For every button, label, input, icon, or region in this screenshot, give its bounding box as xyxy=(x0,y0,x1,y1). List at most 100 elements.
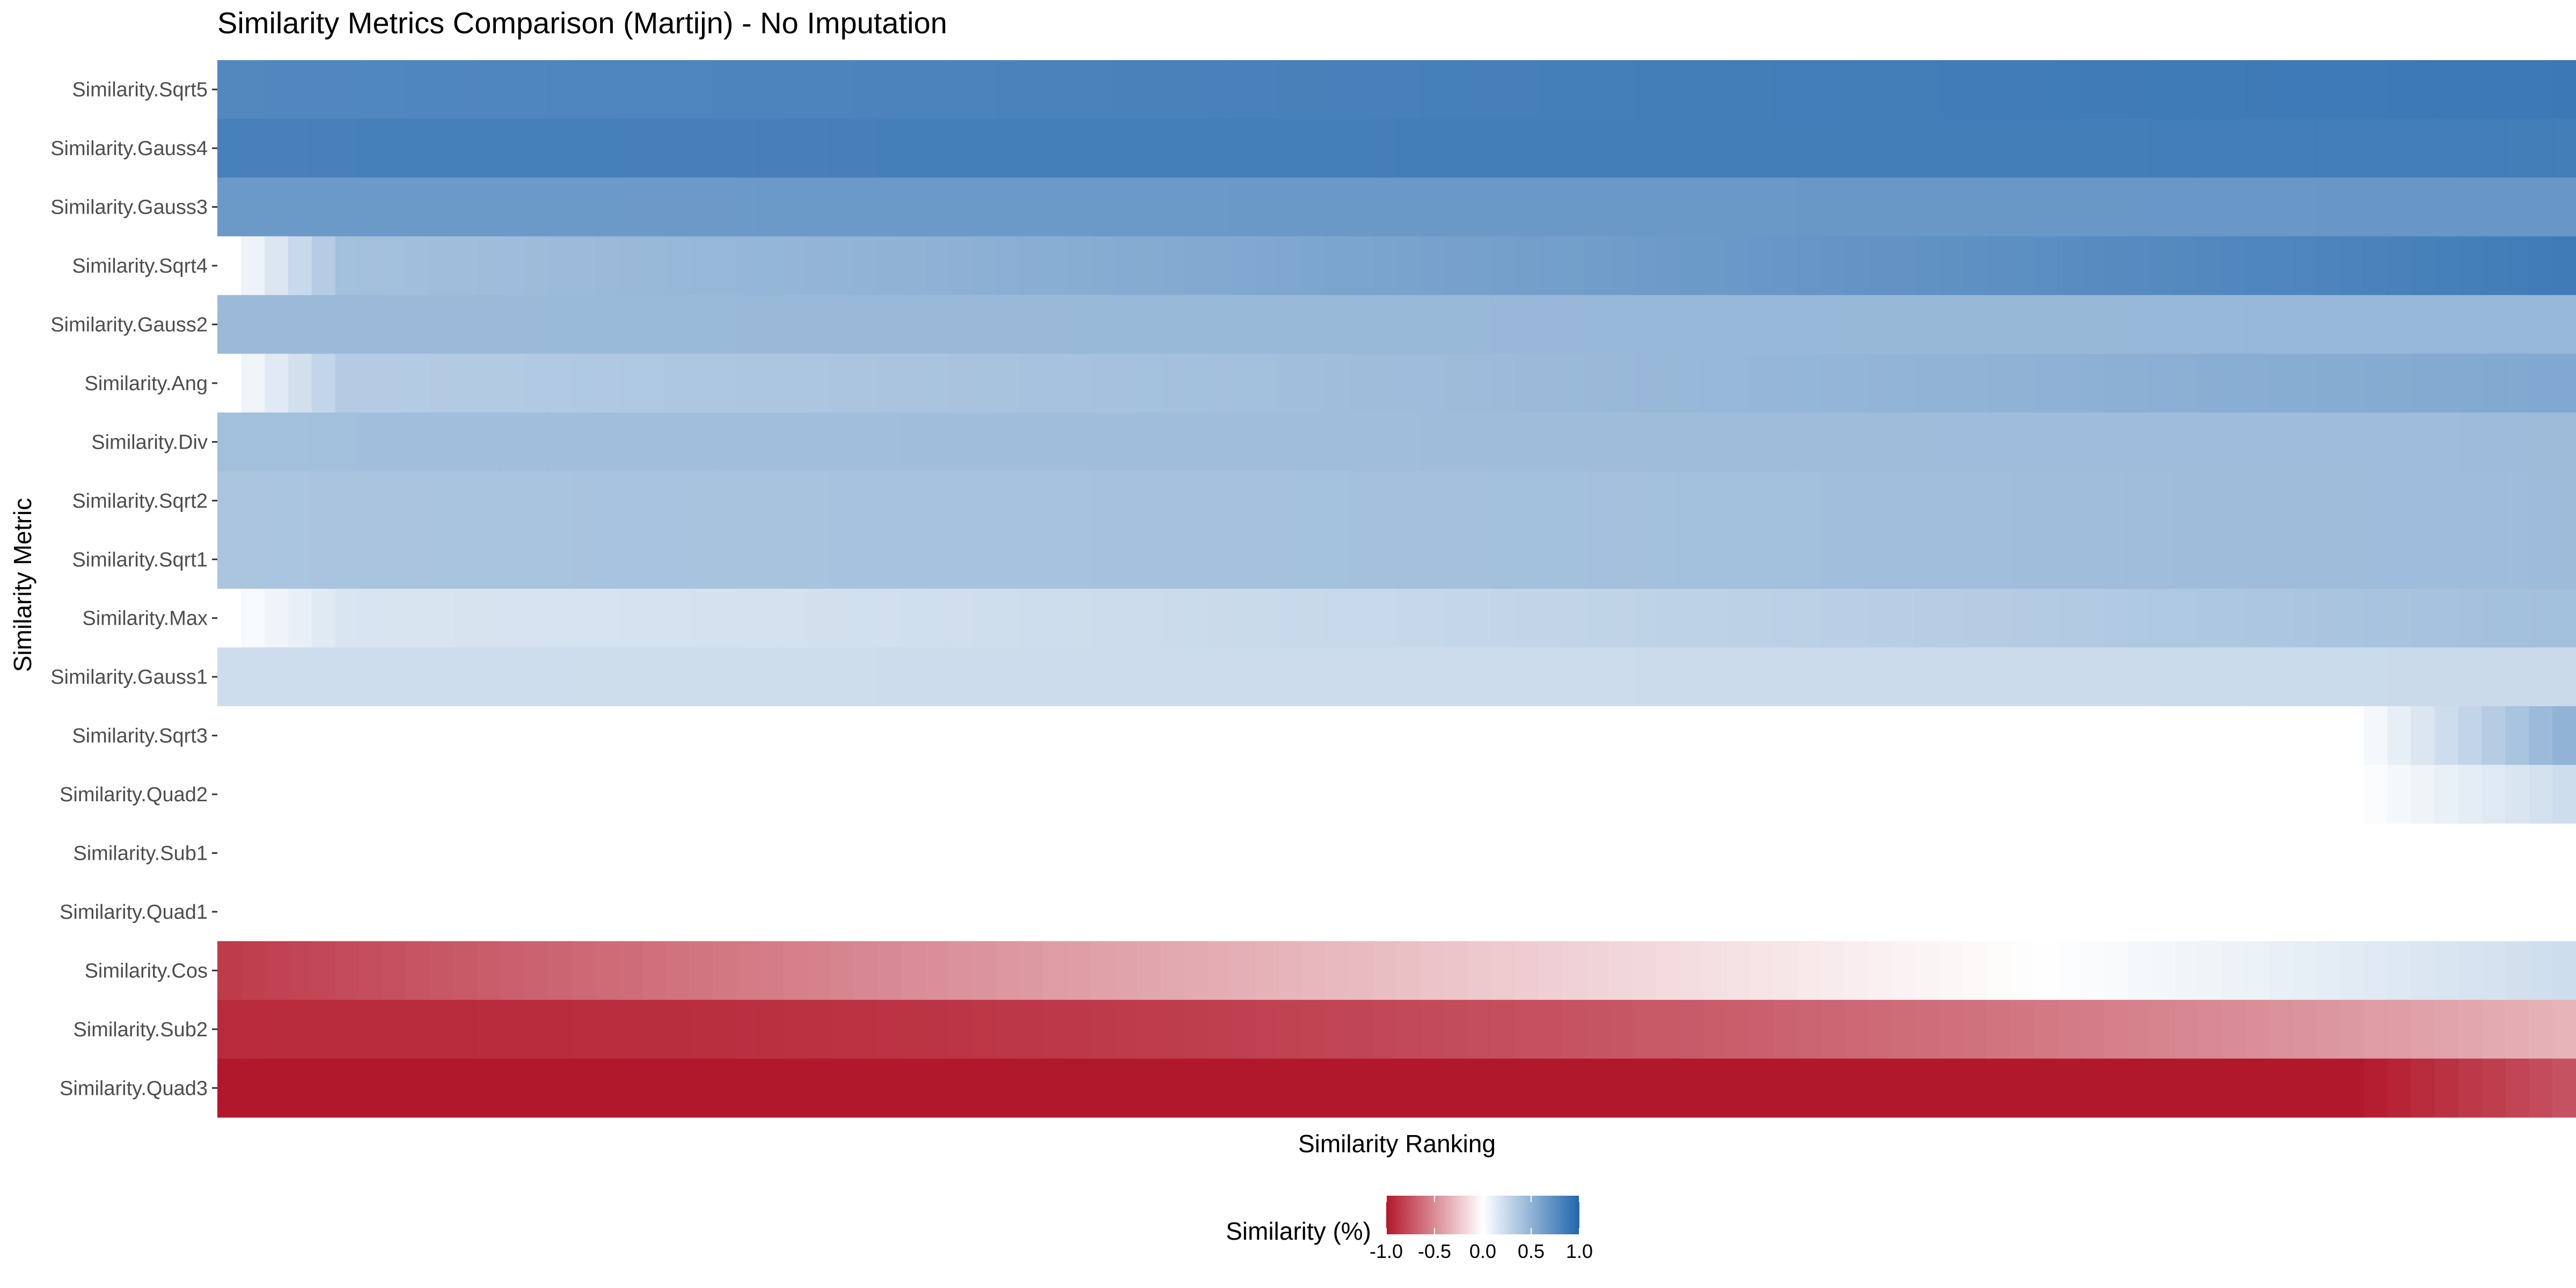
heatmap-cell xyxy=(524,1000,548,1059)
chart-title: Similarity Metrics Comparison (Martijn) … xyxy=(217,6,947,40)
heatmap-cell xyxy=(477,941,501,1000)
heatmap-cell xyxy=(2434,471,2459,531)
heatmap-cell xyxy=(1444,941,1468,1000)
heatmap-cell xyxy=(2057,60,2081,119)
heatmap-cell xyxy=(429,530,454,589)
heatmap-cell xyxy=(1538,1058,1562,1118)
heatmap-cell xyxy=(2245,706,2270,765)
heatmap-cell xyxy=(854,823,879,883)
heatmap-cell xyxy=(1373,412,1397,472)
heatmap-cell xyxy=(429,354,454,413)
heatmap-cell xyxy=(618,882,642,942)
heatmap-cell xyxy=(2033,119,2058,178)
heatmap-cell xyxy=(2505,295,2529,354)
heatmap-cell xyxy=(1939,119,1964,178)
heatmap-cell xyxy=(689,236,713,296)
heatmap-cell xyxy=(2033,471,2058,531)
heatmap-cell xyxy=(877,354,902,413)
x-axis-title: Similarity Ranking xyxy=(1298,1130,1496,1158)
heatmap-cell xyxy=(1538,412,1562,472)
heatmap-cell xyxy=(2316,823,2341,883)
heatmap-cell xyxy=(2010,765,2034,824)
heatmap-cell xyxy=(1491,589,1516,648)
heatmap-cell xyxy=(2245,354,2270,413)
heatmap-cell xyxy=(1656,1000,1680,1059)
heatmap-cell xyxy=(2363,177,2388,237)
heatmap-cell xyxy=(1373,177,1397,237)
heatmap-cell xyxy=(1939,177,1964,237)
heatmap-cell xyxy=(2552,589,2576,648)
heatmap-cell xyxy=(311,941,336,1000)
heatmap-cell xyxy=(1326,295,1350,354)
heatmap-cell xyxy=(1231,236,1256,296)
heatmap-cell xyxy=(1326,706,1350,765)
heatmap-cell xyxy=(1184,60,1209,119)
heatmap-cell xyxy=(524,354,548,413)
heatmap-cell xyxy=(547,882,572,942)
heatmap-cell xyxy=(1609,589,1633,648)
heatmap-cell xyxy=(759,823,784,883)
heatmap-cell xyxy=(1774,471,1798,531)
heatmap-cell xyxy=(382,295,407,354)
heatmap-cell xyxy=(1514,1058,1539,1118)
heatmap-cell xyxy=(2151,412,2176,472)
heatmap-cell xyxy=(1915,765,1940,824)
heatmap-cell xyxy=(1349,119,1374,178)
heatmap-cell xyxy=(1184,295,1209,354)
heatmap-cell xyxy=(453,177,478,237)
heatmap-row xyxy=(217,1000,2576,1059)
heatmap-cell xyxy=(2151,530,2176,589)
heatmap-cell xyxy=(830,295,855,354)
heatmap-cell xyxy=(240,236,265,296)
heatmap-cell xyxy=(1278,765,1303,824)
heatmap-cell xyxy=(2458,589,2482,648)
heatmap-cell xyxy=(1161,236,1185,296)
heatmap-cell xyxy=(2198,354,2223,413)
heatmap-cell xyxy=(2081,1000,2105,1059)
heatmap-cell xyxy=(1043,412,1067,472)
heatmap-cell xyxy=(1986,589,2010,648)
heatmap-cell xyxy=(736,412,760,472)
heatmap-cell xyxy=(311,236,336,296)
heatmap-cell xyxy=(2458,882,2482,942)
heatmap-cell xyxy=(1633,941,1657,1000)
heatmap-cell xyxy=(2198,471,2223,531)
heatmap-cell xyxy=(948,1000,973,1059)
heatmap-cell xyxy=(1090,882,1114,942)
heatmap-cell xyxy=(2293,765,2317,824)
heatmap-cell xyxy=(406,295,430,354)
heatmap-cell xyxy=(618,1058,642,1118)
heatmap-cell xyxy=(2387,530,2412,589)
heatmap-cell xyxy=(1043,882,1067,942)
heatmap-cell xyxy=(1090,295,1114,354)
heatmap-cell xyxy=(2411,1000,2435,1059)
heatmap-cell xyxy=(1774,589,1798,648)
heatmap-cell xyxy=(1114,119,1138,178)
heatmap-cell xyxy=(595,941,619,1000)
heatmap-cell xyxy=(665,236,690,296)
heatmap-cell xyxy=(240,706,265,765)
heatmap-cell xyxy=(1043,530,1067,589)
heatmap-cell xyxy=(1184,1058,1209,1118)
heatmap-cell xyxy=(571,765,595,824)
heatmap-cell xyxy=(1656,236,1680,296)
heatmap-cell xyxy=(547,823,572,883)
legend-tick-label: -1.0 xyxy=(1370,1240,1403,1262)
heatmap-cell xyxy=(453,765,478,824)
heatmap-cell xyxy=(1986,647,2010,707)
heatmap-cell xyxy=(288,295,312,354)
heatmap-cell xyxy=(2245,823,2270,883)
heatmap-cell xyxy=(1609,882,1633,942)
heatmap-cell xyxy=(2434,589,2459,648)
heatmap-cell xyxy=(1396,823,1421,883)
heatmap-cell xyxy=(2127,1000,2152,1059)
heatmap-row xyxy=(217,119,2576,178)
heatmap-cell xyxy=(618,354,642,413)
heatmap-cell xyxy=(1278,119,1303,178)
heatmap-cell xyxy=(689,177,713,237)
heatmap-cell xyxy=(2340,589,2365,648)
heatmap-cell xyxy=(901,706,926,765)
heatmap-cell xyxy=(406,765,430,824)
heatmap-cell xyxy=(665,119,690,178)
heatmap-cell xyxy=(854,412,879,472)
